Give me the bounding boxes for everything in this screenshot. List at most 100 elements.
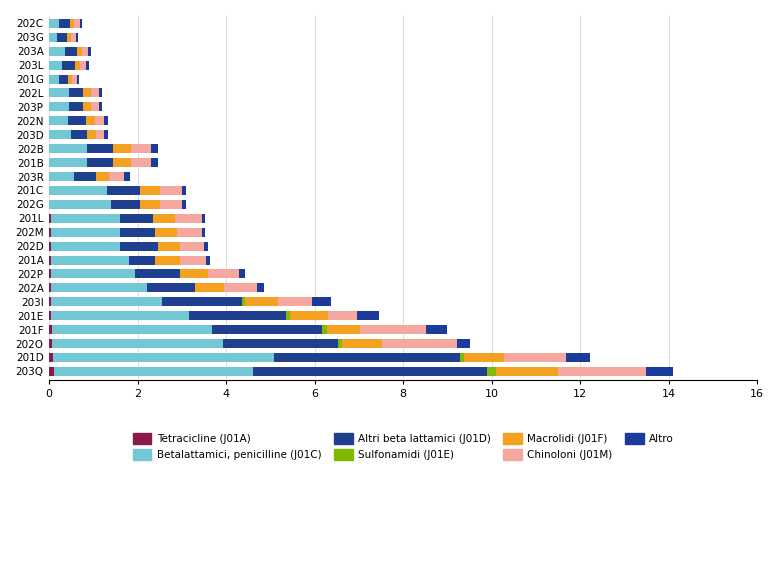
Bar bbox=[83, 88, 91, 98]
Bar bbox=[131, 144, 151, 153]
Bar bbox=[59, 74, 68, 83]
Bar bbox=[487, 367, 496, 376]
Bar bbox=[49, 46, 65, 56]
Bar bbox=[257, 284, 264, 293]
Bar bbox=[99, 103, 102, 111]
Bar bbox=[86, 158, 113, 167]
Bar bbox=[86, 130, 96, 139]
Bar bbox=[160, 186, 182, 195]
Bar bbox=[202, 228, 206, 236]
Bar bbox=[51, 284, 146, 293]
Bar bbox=[49, 297, 51, 306]
Bar bbox=[175, 214, 202, 223]
Legend: Tetracicline (J01A), Betalattamici, penicilline (J01C), Altri beta lattamici (J0: Tetracicline (J01A), Betalattamici, peni… bbox=[129, 429, 678, 464]
Bar bbox=[91, 88, 99, 98]
Bar bbox=[68, 74, 72, 83]
Bar bbox=[160, 200, 182, 209]
Bar bbox=[91, 103, 99, 111]
Bar bbox=[49, 325, 52, 334]
Bar bbox=[312, 297, 331, 306]
Bar bbox=[326, 325, 360, 334]
Bar bbox=[129, 256, 155, 265]
Bar bbox=[382, 339, 457, 348]
Bar bbox=[62, 61, 75, 70]
Bar bbox=[49, 186, 107, 195]
Bar bbox=[49, 311, 51, 320]
Bar bbox=[49, 103, 69, 111]
Bar bbox=[157, 242, 180, 251]
Bar bbox=[70, 19, 75, 28]
Bar bbox=[86, 144, 113, 153]
Bar bbox=[504, 353, 566, 362]
Bar bbox=[360, 325, 426, 334]
Bar bbox=[125, 172, 129, 181]
Bar bbox=[76, 33, 78, 42]
Bar bbox=[328, 311, 357, 320]
Bar bbox=[146, 284, 196, 293]
Bar bbox=[76, 74, 79, 83]
Bar bbox=[357, 311, 379, 320]
Bar bbox=[49, 367, 54, 376]
Bar bbox=[51, 311, 189, 320]
Bar bbox=[49, 144, 86, 153]
Bar bbox=[204, 242, 207, 251]
Bar bbox=[49, 256, 51, 265]
Bar bbox=[323, 325, 326, 334]
Bar bbox=[113, 158, 131, 167]
Bar bbox=[51, 256, 129, 265]
Bar bbox=[75, 19, 79, 28]
Bar bbox=[51, 214, 120, 223]
Bar bbox=[136, 269, 180, 278]
Bar bbox=[196, 284, 224, 293]
Bar bbox=[464, 353, 504, 362]
Bar bbox=[178, 228, 202, 236]
Bar bbox=[151, 144, 157, 153]
Bar bbox=[206, 256, 210, 265]
Bar bbox=[83, 103, 91, 111]
Bar bbox=[57, 33, 67, 42]
Bar bbox=[72, 33, 76, 42]
Bar bbox=[558, 367, 647, 376]
Bar bbox=[69, 88, 83, 98]
Bar bbox=[49, 269, 51, 278]
Bar bbox=[83, 46, 88, 56]
Bar bbox=[111, 200, 140, 209]
Bar bbox=[49, 172, 73, 181]
Bar bbox=[79, 19, 83, 28]
Bar bbox=[212, 325, 323, 334]
Bar bbox=[49, 242, 51, 251]
Bar bbox=[107, 186, 140, 195]
Bar bbox=[104, 130, 108, 139]
Bar bbox=[52, 339, 223, 348]
Bar bbox=[252, 367, 487, 376]
Bar bbox=[109, 172, 125, 181]
Bar bbox=[68, 116, 86, 125]
Bar bbox=[224, 284, 257, 293]
Bar bbox=[426, 325, 447, 334]
Bar bbox=[155, 228, 178, 236]
Bar bbox=[140, 200, 160, 209]
Bar bbox=[69, 103, 83, 111]
Bar bbox=[113, 144, 131, 153]
Bar bbox=[49, 33, 57, 42]
Bar bbox=[73, 172, 96, 181]
Bar bbox=[209, 269, 239, 278]
Bar bbox=[180, 269, 209, 278]
Bar bbox=[647, 367, 673, 376]
Bar bbox=[120, 242, 157, 251]
Bar bbox=[496, 367, 558, 376]
Bar bbox=[337, 339, 342, 348]
Bar bbox=[155, 256, 180, 265]
Bar bbox=[75, 61, 80, 70]
Bar bbox=[67, 33, 72, 42]
Bar bbox=[72, 130, 86, 139]
Bar bbox=[274, 353, 460, 362]
Bar bbox=[49, 74, 59, 83]
Bar bbox=[342, 339, 382, 348]
Bar bbox=[140, 186, 160, 195]
Bar bbox=[182, 200, 186, 209]
Bar bbox=[53, 353, 274, 362]
Bar bbox=[180, 242, 204, 251]
Bar bbox=[80, 61, 86, 70]
Bar bbox=[153, 214, 175, 223]
